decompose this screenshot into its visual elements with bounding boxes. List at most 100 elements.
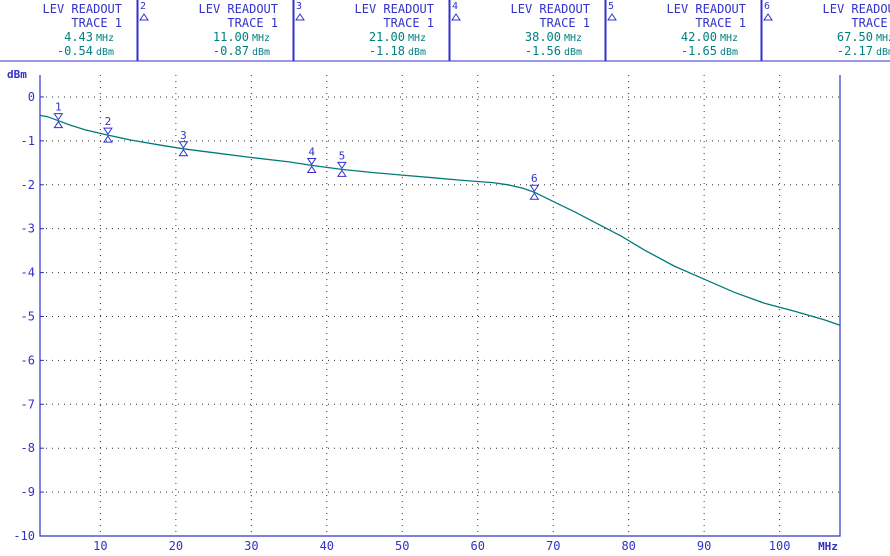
- readout-box: [293, 0, 450, 62]
- readout-level-unit: dBm: [564, 47, 582, 58]
- readout-index: 3: [296, 1, 302, 12]
- y-tick-label: -10: [13, 529, 35, 543]
- marker-up-triangle: [306, 165, 317, 173]
- y-tick-label: -5: [21, 309, 35, 323]
- readout-title: LEV READOUT: [823, 2, 890, 16]
- y-tick-label: -4: [21, 266, 35, 280]
- readout-frequency: 21.00: [369, 30, 405, 44]
- x-tick-label: 10: [93, 539, 107, 553]
- trace-line: [39, 114, 841, 326]
- readout-frequency: 38.00: [525, 30, 561, 44]
- readout-index: 2: [140, 1, 146, 12]
- x-tick-label: 90: [697, 539, 711, 553]
- x-tick-label: 80: [621, 539, 635, 553]
- readout-level: -1.65: [681, 44, 717, 58]
- marker-delta-icon: [763, 13, 773, 21]
- readout-index: 5: [608, 1, 614, 12]
- readout-level-unit: dBm: [96, 47, 114, 58]
- x-tick-label: 60: [471, 539, 485, 553]
- readout-box: [761, 0, 890, 62]
- marker-down-triangle: [102, 127, 113, 136]
- marker-down-triangle: [336, 161, 347, 170]
- x-tick-label: 70: [546, 539, 560, 553]
- readout-frequency-unit: MHz: [252, 33, 270, 44]
- marker-delta-icon: [451, 13, 461, 21]
- readout-frequency-unit: MHz: [96, 33, 114, 44]
- readout-index: 6: [764, 1, 770, 12]
- y-tick-label: 0: [28, 90, 35, 104]
- marker-label: 3: [180, 129, 187, 142]
- readout-trace: TRACE 1: [539, 16, 590, 30]
- readout-trace: TRACE 1: [851, 16, 890, 30]
- readout-frequency-unit: MHz: [720, 33, 738, 44]
- y-tick-label: -6: [21, 353, 35, 367]
- y-axis: 0 -1 -2 -3 -4 -5 -6 -7 -8 -9 -10: [13, 90, 44, 543]
- marker-down-triangle: [53, 113, 64, 121]
- readout-title: LEV READOUT: [199, 2, 278, 16]
- trace: [39, 114, 841, 326]
- y-tick-label: -1: [21, 134, 35, 148]
- marker-down-triangle: [306, 157, 317, 166]
- readout-frequency-unit: MHz: [564, 33, 582, 44]
- readout-title: LEV READOUT: [43, 2, 122, 16]
- x-tick-label: 20: [169, 539, 183, 553]
- plot-frame: [39, 75, 841, 537]
- readout-trace: TRACE 1: [695, 16, 746, 30]
- y-tick-label: -8: [21, 441, 35, 455]
- y-tick-label: -9: [21, 485, 35, 499]
- readout-box: [449, 0, 606, 62]
- marker-delta-icon: [295, 13, 305, 21]
- readout-frequency: 4.43: [64, 30, 93, 44]
- marker-label: 1: [55, 101, 62, 114]
- readout-level-unit: dBm: [876, 47, 890, 58]
- y-tick-label: -7: [21, 397, 35, 411]
- readout-level: -0.54: [57, 44, 93, 58]
- readout-level-unit: dBm: [408, 47, 426, 58]
- marker-label: 2: [105, 115, 112, 128]
- x-tick-label: 50: [395, 539, 409, 553]
- x-axis-label: MHz: [818, 540, 838, 553]
- marker-up-triangle: [336, 169, 347, 177]
- y-tick-label: -2: [21, 178, 35, 192]
- readout-trace: TRACE 1: [227, 16, 278, 30]
- readout-level-unit: dBm: [252, 47, 270, 58]
- readout-trace: TRACE 1: [71, 16, 122, 30]
- readout-title: LEV READOUT: [511, 2, 590, 16]
- x-tick-label: 100: [769, 539, 791, 553]
- readout-index: 4: [452, 1, 458, 12]
- readout-title: LEV READOUT: [667, 2, 746, 16]
- marker-down-triangle: [178, 141, 189, 149]
- markers: 1 2 3 4 5 6: [53, 101, 540, 200]
- x-axis: 10 20 30 40 50 60 70 80 90 100: [93, 539, 790, 553]
- marker-up-triangle: [529, 192, 540, 200]
- plot-border: [39, 75, 841, 537]
- x-tick-label: 40: [320, 539, 334, 553]
- readout-frequency-unit: MHz: [876, 33, 890, 44]
- x-tick-label: 30: [244, 539, 258, 553]
- marker-down-triangle: [529, 184, 540, 193]
- marker-label: 6: [531, 172, 538, 185]
- marker-label: 5: [339, 149, 346, 162]
- marker-delta-icon: [607, 13, 617, 21]
- readout-level-unit: dBm: [720, 47, 738, 58]
- marker-delta-icon: [139, 13, 149, 21]
- y-axis-label: dBm: [7, 68, 27, 81]
- readout-box: [137, 0, 294, 62]
- readout-frequency: 67.50: [837, 30, 873, 44]
- readout-trace: TRACE 1: [383, 16, 434, 30]
- readout-level: -1.56: [525, 44, 561, 58]
- readout-frequency-unit: MHz: [408, 33, 426, 44]
- readout-frequency: 11.00: [213, 30, 249, 44]
- marker-label: 4: [308, 145, 315, 158]
- readout-title: LEV READOUT: [355, 2, 434, 16]
- readout-frequency: 42.00: [681, 30, 717, 44]
- readout-level: -2.17: [837, 44, 873, 58]
- readout-box: [0, 0, 138, 62]
- marker-up-triangle: [178, 148, 189, 157]
- marker-up-triangle: [102, 135, 113, 143]
- readout-box: [605, 0, 762, 62]
- y-tick-label: -3: [21, 222, 35, 236]
- marker-up-triangle: [53, 120, 64, 129]
